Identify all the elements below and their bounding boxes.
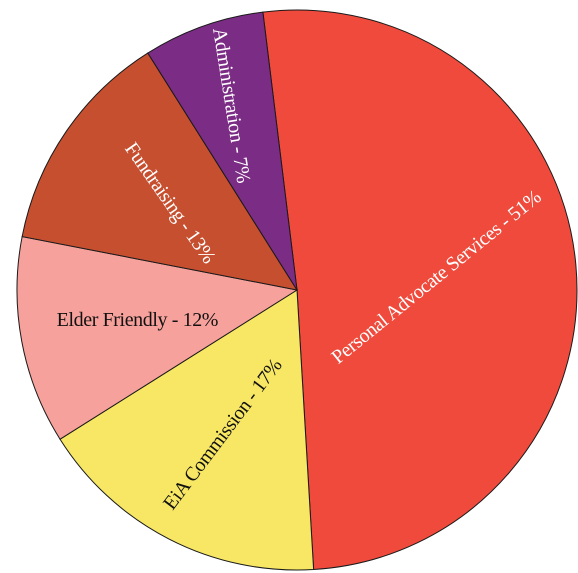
pie-slice-label-2: Elder Friendly - 12% bbox=[57, 309, 218, 331]
pie-slice-1 bbox=[59, 289, 315, 571]
pie-slice-4 bbox=[147, 11, 298, 291]
pie-slice-2 bbox=[16, 235, 299, 440]
pie-slice-0 bbox=[262, 9, 578, 571]
pie-slice-3 bbox=[21, 52, 299, 291]
pie-slices bbox=[16, 9, 578, 571]
